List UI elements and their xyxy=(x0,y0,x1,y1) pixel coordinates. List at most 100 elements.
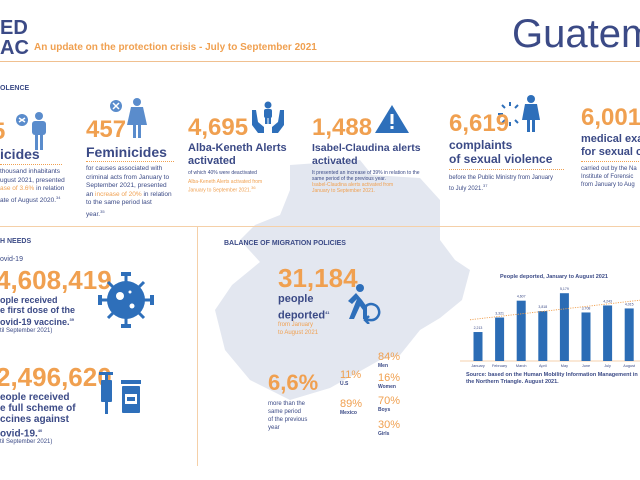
text: an xyxy=(86,190,96,198)
text-line: to the same period last xyxy=(86,199,152,206)
isabel-label: Isabel-Claudina alerts activated xyxy=(312,142,421,168)
label-line: ccines against xyxy=(0,414,69,425)
column-divider xyxy=(197,226,198,466)
violence-section-title: OLENCE xyxy=(0,85,30,92)
label-line: ovid-19.40 xyxy=(0,425,76,439)
text-line: It presented an increase of 39% in relat… xyxy=(312,170,420,176)
text-line: September 2021, presented xyxy=(86,182,167,189)
feminicides-text: for causes associated with criminal acts… xyxy=(86,165,172,219)
text-line: Isabel-Claudina alerts activated from xyxy=(312,182,394,188)
label-line: ovid-19 vaccine.39 xyxy=(0,315,75,327)
increase-text: more than the same period of the previou… xyxy=(268,400,307,432)
bar xyxy=(516,300,526,361)
homicides-label: icides xyxy=(0,146,40,162)
bar xyxy=(559,293,569,361)
homicides-number: 5 xyxy=(0,120,5,144)
medical-label: medical exam for sexual cri xyxy=(581,133,640,159)
us-stat: 11% U.S xyxy=(340,370,361,388)
divider xyxy=(0,164,62,165)
trend-line xyxy=(469,299,640,321)
logo-line2: AC xyxy=(0,37,29,59)
increase-pct: 6,6% xyxy=(268,370,319,395)
bar xyxy=(538,311,548,361)
chart-source: Source: based on the Human Mobility Info… xyxy=(466,372,638,385)
woman-icon xyxy=(110,98,147,138)
text-line: for causes associated with xyxy=(86,165,163,172)
first-dose-note: til September 2021) xyxy=(0,328,53,334)
data-label: 4,015 xyxy=(625,302,634,306)
text-line: same period of the previous year. xyxy=(312,176,386,182)
text: ovid-19. xyxy=(0,428,38,440)
footnote: 36 xyxy=(251,185,256,190)
text-line: ase of 3.6% in relation xyxy=(0,185,65,194)
data-label: 3,708 xyxy=(582,306,591,310)
label: Women xyxy=(378,384,396,390)
text-line: ugust 2021, presented xyxy=(0,176,65,184)
label-line: medical exam xyxy=(581,133,640,145)
warning-icon xyxy=(375,105,409,133)
text-line: year.35 xyxy=(86,208,172,220)
label-line: for sexual cri xyxy=(581,146,640,158)
text-line: thousand inhabitants xyxy=(0,168,60,175)
text: in relation xyxy=(141,190,172,198)
text: in relation xyxy=(34,185,65,192)
men-stat: 84% Men xyxy=(378,352,400,370)
label-line: activated xyxy=(312,155,358,167)
isabel-text: It presented an increase of 39% in relat… xyxy=(312,170,420,194)
label-line: people xyxy=(278,293,314,305)
syringe-vial-icon xyxy=(99,372,141,414)
pct: 30% xyxy=(378,419,401,431)
data-label: 4,607 xyxy=(517,295,526,299)
mexico-stat: 89% Mexico xyxy=(340,399,362,417)
label-line: Isabel-Claudina alerts xyxy=(312,142,421,154)
health-section-title: H NEEDS xyxy=(0,238,32,245)
subtitle: An update on the protection crisis - Jul… xyxy=(34,42,317,53)
homicides-text: thousand inhabitants ugust 2021, present… xyxy=(0,168,65,205)
deported-period: from January to August 2021 xyxy=(278,321,318,337)
text: January to September 2021. xyxy=(188,187,252,194)
label-line: deported41 xyxy=(278,306,330,323)
highlight: ase of 3.6% xyxy=(0,185,35,192)
sexual-label: complaints of sexual violence xyxy=(449,138,552,166)
text-line: January to September 2021.36 xyxy=(188,185,262,194)
text-line: year xyxy=(268,425,280,431)
feminicides-number: 457 xyxy=(86,116,127,143)
footnote: 34 xyxy=(56,194,61,200)
label-line: e first dose of the xyxy=(0,305,76,315)
text-line: ate of August 2020.34 xyxy=(0,194,65,206)
text-line: January to September 2021. xyxy=(312,188,376,194)
hands-child-icon xyxy=(252,101,284,133)
bar xyxy=(581,312,591,361)
text-line: more than the xyxy=(268,401,306,407)
sexual-number: 6,619 xyxy=(449,110,510,137)
deported-person-icon xyxy=(348,284,381,324)
data-label: 3,321 xyxy=(495,312,504,316)
footnote: 41 xyxy=(325,310,330,315)
text-line: to July 2021.37 xyxy=(449,182,553,193)
footnote: 35 xyxy=(100,208,105,214)
text-line: an increase of 20% in relation xyxy=(86,191,172,200)
x-tick-label: June xyxy=(582,364,590,368)
label: Girls xyxy=(378,431,390,437)
pct: 70% xyxy=(378,395,401,407)
logo: ED AC xyxy=(0,18,29,58)
alba-number: 4,695 xyxy=(188,114,249,141)
first-dose-label: ople received e first dose of the ovid-1… xyxy=(0,295,75,327)
label-line: Alba-Keneth Alerts xyxy=(188,142,287,154)
text-line: to August 2021 xyxy=(278,330,319,336)
full-scheme-note: til September 2021) xyxy=(0,439,53,445)
virus-icon xyxy=(98,272,154,328)
deported-number: 31,184 xyxy=(278,263,358,293)
label: Boys xyxy=(378,407,391,413)
girls-stat: 30% Girls xyxy=(378,419,401,438)
data-label: 2,213 xyxy=(474,326,483,330)
bar xyxy=(624,308,634,361)
medical-number: 6,001 xyxy=(581,104,640,131)
feminicides-label: Feminicides xyxy=(86,144,167,160)
medical-text: carried out by the Na Institute of Foren… xyxy=(581,165,637,189)
label-line: of sexual violence xyxy=(449,152,553,166)
label: U.S xyxy=(340,381,349,387)
text-line: Alba-Keneth Alerts activated from xyxy=(188,179,263,185)
sexual-text: before the Public Ministry from January … xyxy=(449,174,553,193)
x-tick-label: April xyxy=(539,364,547,368)
